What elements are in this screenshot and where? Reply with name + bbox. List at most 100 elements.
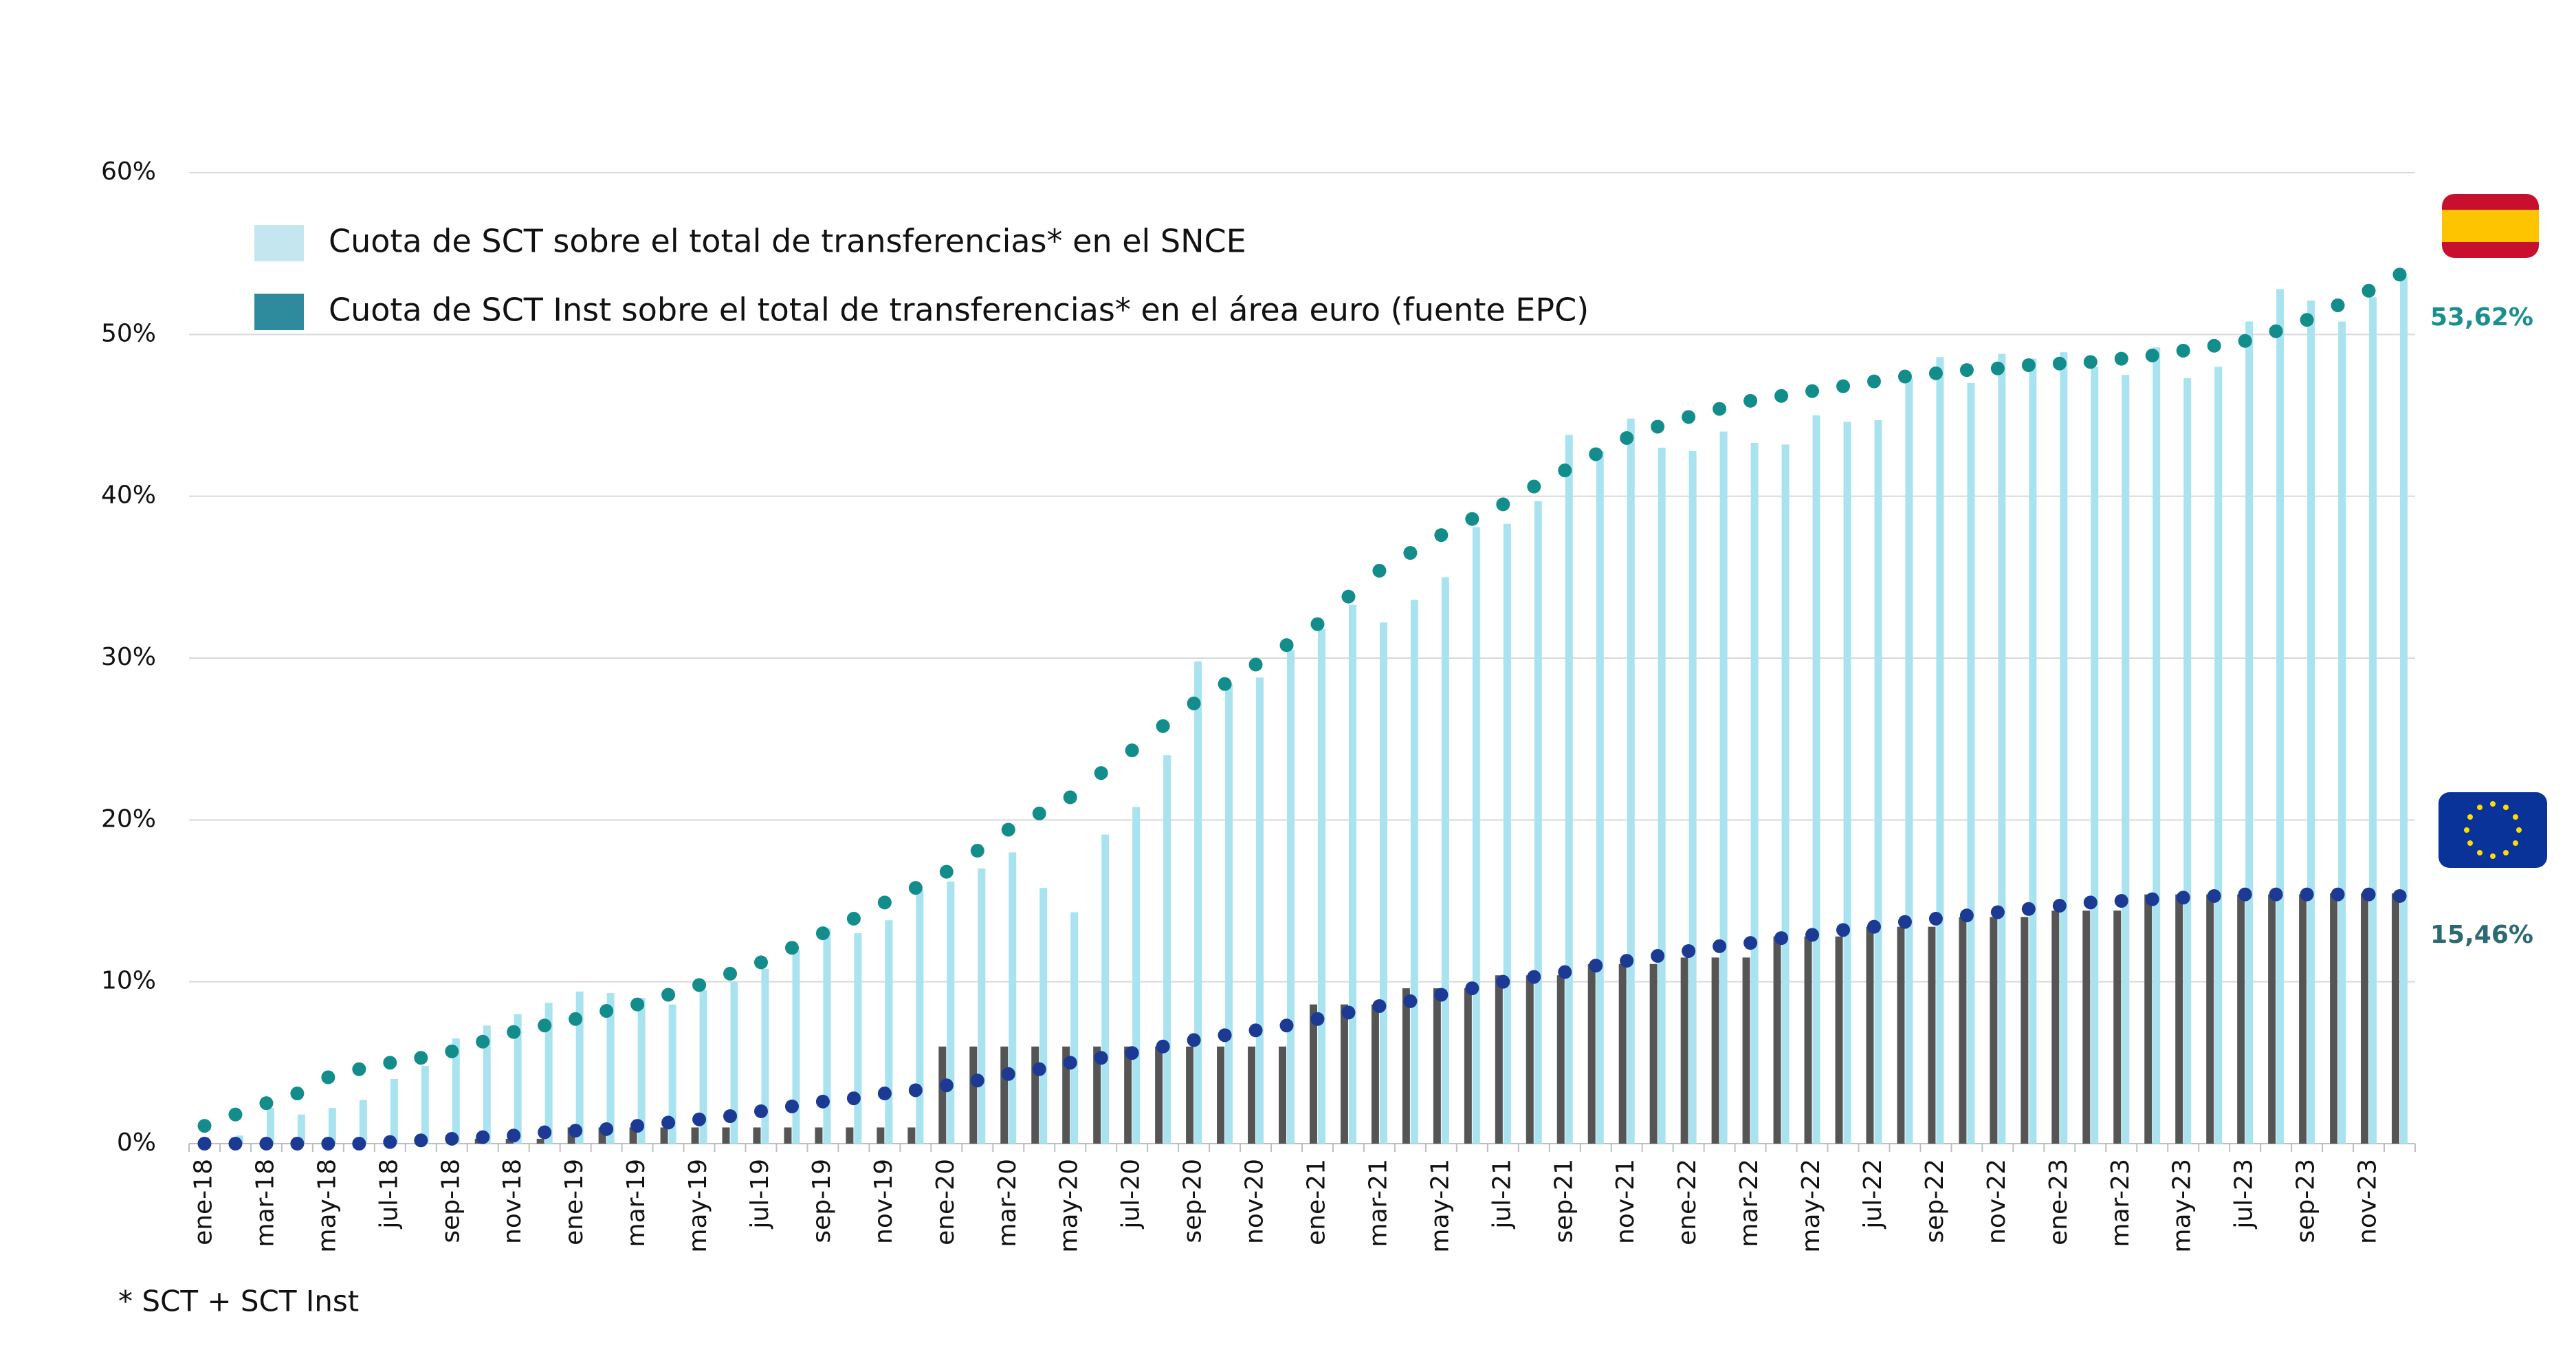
trend-dot: [1279, 1018, 1294, 1033]
bar: [2214, 367, 2223, 1144]
bar: [2113, 911, 2122, 1144]
bar: [877, 1127, 885, 1144]
trend-dot: [1496, 497, 1510, 512]
trend-dot: [1372, 563, 1387, 578]
bar: [2060, 352, 2068, 1144]
bar: [1742, 957, 1750, 1144]
bar: [761, 968, 769, 1144]
trend-dot: [383, 1135, 397, 1149]
trend-dot: [877, 1087, 892, 1101]
bar: [575, 991, 584, 1144]
bar: [1750, 443, 1759, 1144]
x-tick-label: jul-21: [1488, 1159, 1516, 1230]
bar: [2392, 893, 2400, 1144]
bar: [2153, 347, 2161, 1144]
bar: [1186, 1046, 1194, 1144]
bar: [1812, 415, 1820, 1144]
trend-dot: [1867, 919, 1881, 934]
bar: [1248, 1046, 1256, 1144]
bar: [1433, 988, 1441, 1144]
bar: [2237, 894, 2245, 1144]
trend-dot: [1589, 447, 1603, 461]
bar: [938, 1046, 947, 1144]
bar: [1781, 444, 1790, 1144]
trend-dot: [2114, 894, 2128, 908]
y-tick-label: 20%: [101, 805, 156, 833]
bar: [1225, 684, 1233, 1144]
bar: [629, 1127, 637, 1144]
bar: [722, 1127, 730, 1144]
trend-dot: [753, 1104, 768, 1118]
trend-dot: [197, 1137, 212, 1151]
bar: [753, 1127, 761, 1144]
bar: [1062, 1046, 1070, 1144]
trend-dot: [1032, 806, 1046, 820]
trend-dot: [476, 1130, 490, 1144]
trend-dot: [2176, 891, 2190, 905]
trend-dot: [1713, 939, 1727, 953]
trend-dot: [2083, 895, 2098, 910]
bar: [2183, 378, 2192, 1144]
bar: [1618, 963, 1627, 1144]
bar: [1217, 1046, 1225, 1144]
bar: [1495, 975, 1503, 1144]
trend-dot: [815, 1094, 830, 1109]
x-tick-label: nov-23: [2354, 1159, 2382, 1244]
trend-dot: [723, 966, 738, 981]
trend-dot: [228, 1137, 243, 1151]
x-tick-label: mar-19: [622, 1159, 650, 1247]
bar: [2206, 894, 2214, 1144]
bar: [1402, 988, 1410, 1144]
bar: [1000, 1046, 1009, 1144]
trend-dot: [1558, 464, 1572, 478]
bar: [1711, 957, 1719, 1144]
bar: [1503, 523, 1511, 1144]
trend-dot: [1928, 366, 1943, 380]
bar: [668, 1004, 676, 1144]
x-tick-label: jul-19: [746, 1159, 774, 1230]
trend-dot: [1063, 1056, 1077, 1070]
trend-dot: [1959, 908, 1974, 923]
trend-dot: [2021, 358, 2036, 373]
x-tick-label: jul-18: [375, 1159, 403, 1230]
trend-dot: [661, 1115, 676, 1130]
bar: [1990, 917, 1998, 1144]
bar: [514, 1014, 522, 1144]
bar: [969, 1046, 978, 1144]
bar: [1534, 501, 1542, 1144]
bar: [1132, 807, 1141, 1144]
bar: [1719, 431, 1728, 1144]
bar: [2400, 276, 2408, 1144]
bar: [598, 1127, 606, 1144]
trend-dot: [321, 1070, 335, 1084]
trend-dot: [908, 1083, 923, 1098]
trend-dot: [1836, 379, 1851, 393]
trend-dot: [228, 1107, 243, 1122]
x-tick-label: may-22: [1797, 1159, 1825, 1253]
trend-dot: [1682, 410, 1696, 424]
bar: [2082, 911, 2091, 1144]
trend-dot: [1774, 931, 1789, 946]
bar: [1866, 926, 1874, 1144]
bar: [1565, 435, 1573, 1144]
y-tick-label: 60%: [101, 157, 156, 186]
trend-dot: [1310, 617, 1325, 631]
trend-dot: [1589, 959, 1603, 973]
bar: [2051, 911, 2060, 1144]
bar: [947, 881, 955, 1144]
bar: [2245, 321, 2254, 1144]
bar: [691, 1127, 699, 1144]
x-tick-label: sep-19: [808, 1159, 836, 1243]
trend-dot: [1959, 363, 1974, 378]
trend-dot: [939, 1078, 954, 1093]
trend-dot: [352, 1137, 366, 1151]
trend-dot: [1187, 696, 1201, 710]
bar: [2144, 894, 2153, 1144]
x-tick-label: mar-22: [1735, 1159, 1763, 1247]
bar: [784, 1127, 792, 1144]
bar: [1340, 1004, 1348, 1144]
bar: [266, 1108, 274, 1144]
trend-dot: [2392, 888, 2407, 903]
bar: [1039, 888, 1048, 1144]
bar: [699, 990, 707, 1144]
